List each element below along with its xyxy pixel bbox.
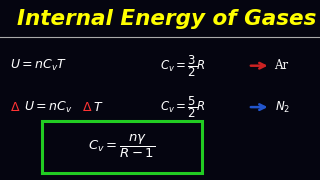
- Text: Ar: Ar: [275, 59, 289, 72]
- Text: $\Delta$: $\Delta$: [10, 101, 20, 114]
- Text: $N_2$: $N_2$: [275, 100, 290, 115]
- Text: $U = nC_vT$: $U = nC_vT$: [10, 58, 67, 73]
- Text: $C_v = \dfrac{n\gamma}{R - 1}$: $C_v = \dfrac{n\gamma}{R - 1}$: [88, 133, 155, 160]
- Text: $T$: $T$: [93, 101, 104, 114]
- Text: $C_v = \dfrac{5}{2}R$: $C_v = \dfrac{5}{2}R$: [160, 94, 206, 120]
- Text: $\Delta$: $\Delta$: [82, 101, 92, 114]
- Text: $U = nC_v$: $U = nC_v$: [24, 100, 72, 115]
- Text: $C_v = \dfrac{3}{2}R$: $C_v = \dfrac{3}{2}R$: [160, 53, 206, 78]
- Text: Internal Energy of Gases: Internal Energy of Gases: [17, 9, 316, 29]
